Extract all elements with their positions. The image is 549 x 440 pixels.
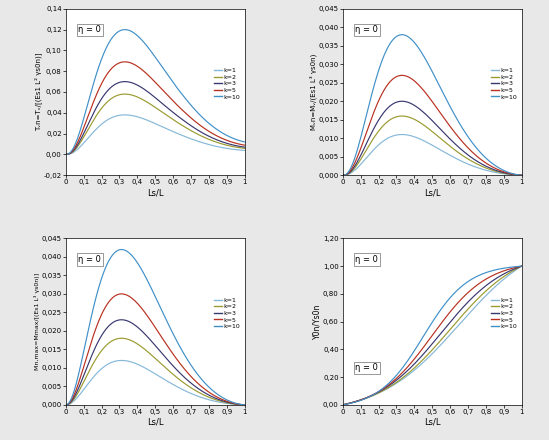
Y-axis label: Tᵥn=Tᵥ/[(Es1 L² γs0n)]: Tᵥn=Tᵥ/[(Es1 L² γs0n)]	[35, 53, 42, 131]
Text: η = 0: η = 0	[355, 255, 378, 264]
X-axis label: Ls/L: Ls/L	[147, 418, 164, 427]
Legend: k=1, k=2, k=3, k=5, k=10: k=1, k=2, k=3, k=5, k=10	[489, 295, 520, 332]
X-axis label: Ls/L: Ls/L	[424, 188, 440, 197]
Y-axis label: Y0n/Ys0n: Y0n/Ys0n	[312, 304, 322, 339]
X-axis label: Ls/L: Ls/L	[424, 418, 440, 427]
Text: η = 0: η = 0	[79, 255, 101, 264]
Text: η = 0: η = 0	[355, 363, 378, 372]
Legend: k=1, k=2, k=3, k=5, k=10: k=1, k=2, k=3, k=5, k=10	[212, 65, 243, 102]
Legend: k=1, k=2, k=3, k=5, k=10: k=1, k=2, k=3, k=5, k=10	[489, 65, 520, 102]
Y-axis label: Mn,max=Mmax/[(Es1 L³ γs0n)]: Mn,max=Mmax/[(Es1 L³ γs0n)]	[34, 273, 40, 370]
Text: η = 0: η = 0	[79, 26, 101, 34]
Y-axis label: Mᵥn=Mᵥ/(Es1 L³ γs0n): Mᵥn=Mᵥ/(Es1 L³ γs0n)	[310, 54, 317, 130]
Legend: k=1, k=2, k=3, k=5, k=10: k=1, k=2, k=3, k=5, k=10	[212, 295, 243, 332]
Text: η = 0: η = 0	[355, 26, 378, 34]
X-axis label: Ls/L: Ls/L	[147, 188, 164, 197]
